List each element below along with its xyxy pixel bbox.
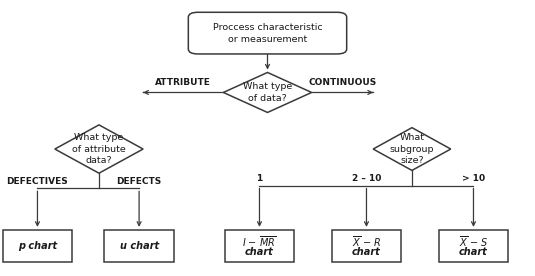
Text: chart: chart	[459, 247, 488, 257]
Text: u chart: u chart	[119, 241, 159, 251]
Text: chart: chart	[352, 247, 381, 257]
Text: Proccess characteristic
or measurement: Proccess characteristic or measurement	[213, 23, 322, 44]
Text: What type
of attribute
data?: What type of attribute data?	[72, 133, 126, 165]
Bar	[332, 230, 401, 262]
Bar	[104, 230, 174, 262]
Bar	[3, 230, 72, 262]
Text: CONTINUOUS: CONTINUOUS	[308, 78, 377, 87]
Text: DEFECTIVES: DEFECTIVES	[6, 177, 68, 186]
Text: $\overline{\mathit{X}}$ $-$ $\mathit{R}$: $\overline{\mathit{X}}$ $-$ $\mathit{R}$	[352, 234, 381, 249]
Polygon shape	[55, 125, 143, 173]
Text: $\mathit{I}$ $-$ $\overline{\mathit{MR}}$: $\mathit{I}$ $-$ $\overline{\mathit{MR}}…	[242, 234, 277, 249]
Text: DEFECTS: DEFECTS	[117, 177, 162, 186]
Text: 2 – 10: 2 – 10	[352, 174, 381, 183]
Text: > 10: > 10	[462, 174, 485, 183]
Text: 1: 1	[256, 174, 263, 183]
Polygon shape	[224, 72, 311, 113]
Text: p chart: p chart	[18, 241, 57, 251]
Polygon shape	[373, 128, 450, 170]
FancyBboxPatch shape	[188, 12, 347, 54]
Text: What type
of data?: What type of data?	[243, 82, 292, 103]
Text: ATTRIBUTE: ATTRIBUTE	[155, 78, 211, 87]
Text: chart: chart	[245, 247, 274, 257]
Bar	[439, 230, 508, 262]
Text: What
subgroup
size?: What subgroup size?	[389, 133, 434, 165]
Text: $\overline{\mathit{X}}$ $-$ $\mathit{S}$: $\overline{\mathit{X}}$ $-$ $\mathit{S}$	[459, 234, 488, 249]
Bar	[225, 230, 294, 262]
